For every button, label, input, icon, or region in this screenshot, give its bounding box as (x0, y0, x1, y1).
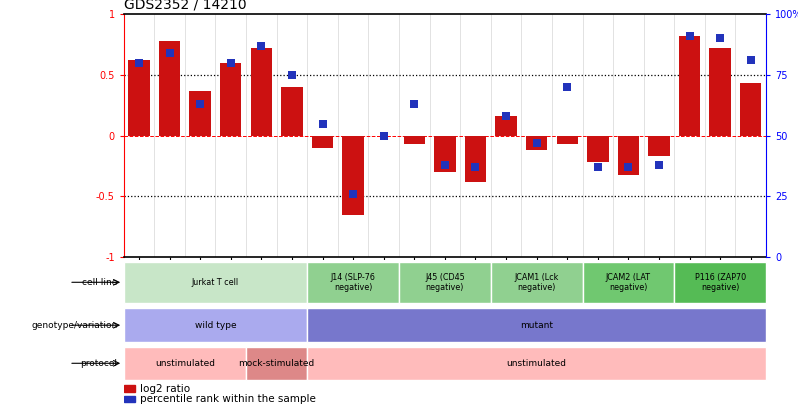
FancyBboxPatch shape (307, 309, 766, 342)
Bar (464, 136, 486, 182)
Text: unstimulated: unstimulated (155, 359, 215, 368)
Point (683, 33, 696, 39)
Text: Jurkat T cell: Jurkat T cell (192, 278, 239, 287)
FancyBboxPatch shape (674, 262, 766, 303)
Point (316, 120, 329, 127)
Text: mock-stimulated: mock-stimulated (239, 359, 314, 368)
FancyBboxPatch shape (124, 309, 307, 342)
Bar (556, 136, 578, 144)
Point (622, 164, 634, 171)
Text: P116 (ZAP70
negative): P116 (ZAP70 negative) (694, 273, 746, 292)
Text: log2 ratio: log2 ratio (140, 384, 191, 394)
Point (255, 43, 267, 49)
Text: protocol: protocol (81, 359, 117, 368)
Bar (434, 136, 456, 172)
Bar (526, 136, 547, 150)
Point (286, 72, 298, 78)
Bar (709, 48, 731, 136)
Text: J45 (CD45
negative): J45 (CD45 negative) (425, 273, 464, 292)
FancyBboxPatch shape (583, 262, 674, 303)
Point (224, 60, 237, 66)
Bar (740, 83, 761, 136)
Point (561, 84, 574, 90)
FancyBboxPatch shape (491, 262, 583, 303)
Point (469, 164, 482, 171)
Text: GDS2352 / 14210: GDS2352 / 14210 (124, 0, 247, 12)
Text: JCAM1 (Lck
negative): JCAM1 (Lck negative) (515, 273, 559, 292)
Text: genotype/variation: genotype/variation (31, 321, 117, 330)
Text: mutant: mutant (520, 321, 553, 330)
FancyBboxPatch shape (246, 347, 307, 380)
Bar (679, 36, 701, 136)
Point (163, 50, 176, 56)
Text: JCAM2 (LAT
negative): JCAM2 (LAT negative) (606, 273, 651, 292)
Bar (251, 48, 272, 136)
FancyBboxPatch shape (307, 262, 399, 303)
Point (194, 101, 207, 107)
Bar (281, 87, 302, 136)
Bar (342, 136, 364, 215)
FancyBboxPatch shape (307, 347, 766, 380)
Bar (189, 91, 211, 136)
Text: wild type: wild type (195, 321, 236, 330)
Bar (312, 136, 334, 148)
Point (713, 35, 726, 42)
Text: J14 (SLP-76
negative): J14 (SLP-76 negative) (330, 273, 376, 292)
Point (377, 132, 390, 139)
Text: unstimulated: unstimulated (507, 359, 567, 368)
Point (346, 191, 359, 197)
Bar (124, 386, 135, 392)
Point (500, 113, 512, 119)
Point (653, 162, 666, 168)
FancyBboxPatch shape (399, 262, 491, 303)
Point (591, 164, 604, 171)
Point (132, 60, 145, 66)
Bar (587, 136, 609, 162)
Point (745, 57, 757, 64)
Text: cell line: cell line (82, 278, 117, 287)
Bar (124, 396, 135, 402)
Point (438, 162, 451, 168)
Bar (220, 63, 242, 136)
Bar (404, 136, 425, 144)
FancyBboxPatch shape (124, 262, 307, 303)
Bar (128, 60, 150, 136)
Bar (648, 136, 670, 156)
Point (530, 140, 543, 146)
Bar (618, 136, 639, 175)
FancyBboxPatch shape (124, 347, 246, 380)
Point (408, 101, 421, 107)
Bar (159, 41, 180, 136)
Bar (496, 116, 517, 136)
Text: percentile rank within the sample: percentile rank within the sample (140, 394, 316, 404)
